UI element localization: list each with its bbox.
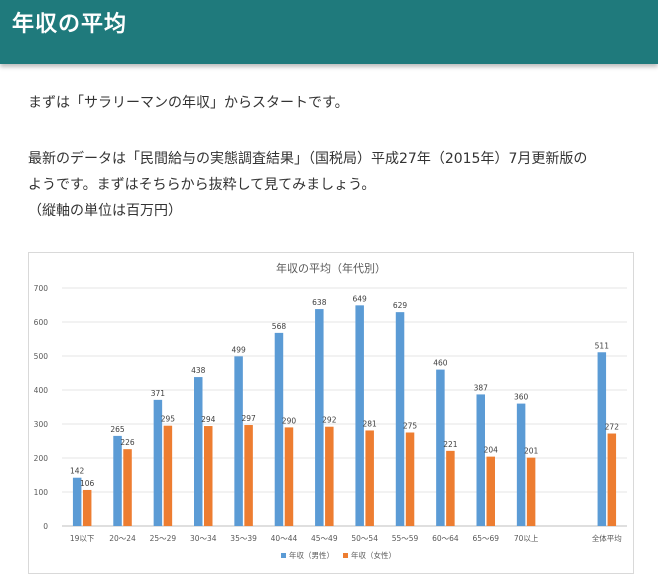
y-tick-label: 400 (34, 386, 49, 395)
intro-text: まずは「サラリーマンの年収」からスタートです。 (28, 95, 349, 111)
y-tick-label: 100 (34, 488, 49, 497)
x-tick-label: 30～34 (190, 534, 217, 543)
data-label: 290 (282, 416, 297, 425)
data-label: 511 (595, 341, 610, 350)
bar-male (476, 394, 485, 526)
x-tick-label: 65～69 (472, 534, 499, 543)
bar-male (597, 352, 607, 526)
data-label: 629 (393, 301, 408, 310)
x-tick-label: 25～29 (150, 534, 177, 543)
data-label: 649 (353, 294, 368, 303)
bar-female (607, 433, 617, 526)
bar-male (395, 312, 405, 526)
y-tick-label: 0 (43, 522, 48, 531)
bar-female (526, 457, 536, 526)
bar-male (72, 477, 82, 526)
x-tick-label: 19以下 (70, 534, 95, 543)
data-label: 297 (241, 414, 256, 423)
data-label: 201 (524, 447, 539, 456)
data-label: 294 (201, 415, 216, 424)
x-tick-label: 40～44 (271, 534, 298, 543)
bar-female (365, 430, 374, 526)
body-line-2: ようです。まずはそちらから抜粋して見てみましょう。 (28, 177, 376, 193)
bar-female (405, 432, 415, 526)
page-title: 年収の平均 (12, 12, 128, 37)
data-label: 460 (433, 359, 448, 368)
data-label: 568 (272, 322, 287, 331)
data-label: 438 (191, 366, 206, 375)
y-tick-label: 700 (34, 284, 49, 293)
legend-swatch-female (343, 553, 348, 558)
data-label: 221 (443, 440, 458, 449)
chart-y-axis: 0 100 200 300 400 500 600 700 (34, 284, 49, 531)
bar-male (113, 435, 122, 526)
chart-x-axis: 19以下 20～24 25～29 30～34 35～39 40～44 45～49 50～54 5… (70, 533, 622, 543)
body-paragraph: 最新のデータは「民間給与の実態調査結果」（国税局）平成27年（2015年）7月更… (28, 146, 653, 224)
legend-label-male: 年収（男性） (289, 550, 334, 560)
data-label: 106 (80, 479, 95, 488)
bar-male (516, 403, 526, 526)
bar-male (315, 309, 324, 526)
data-label: 265 (110, 425, 125, 434)
bar-male (194, 377, 203, 526)
data-label: 638 (312, 298, 327, 307)
income-bar-chart: 年収の平均（年代別） 0 100 200 300 400 500 600 700 142 106… (34, 261, 627, 560)
data-label: 292 (322, 416, 337, 425)
bar-male (234, 356, 243, 526)
chart-legend: 年収（男性） 年収（女性） (281, 550, 396, 560)
x-tick-label: 60～64 (432, 534, 459, 543)
x-tick-label: 70以上 (514, 534, 539, 543)
y-tick-label: 600 (34, 318, 49, 327)
x-tick-label: 全体平均 (592, 533, 622, 543)
bar-female (325, 426, 334, 526)
data-label: 371 (151, 389, 166, 398)
bar-male (153, 399, 163, 526)
data-label: 275 (403, 422, 418, 431)
y-tick-label: 200 (34, 454, 49, 463)
body-line-1: 最新のデータは「民間給与の実態調査結果」（国税局）平成27年（2015年）7月更… (28, 151, 588, 167)
legend-label-female: 年収（女性） (351, 550, 396, 560)
bar-female (486, 456, 495, 526)
data-label: 360 (514, 393, 529, 402)
y-tick-label: 300 (34, 420, 49, 429)
data-label: 204 (484, 446, 499, 455)
bar-female (446, 450, 455, 526)
bar-male (355, 305, 364, 526)
y-tick-label: 500 (34, 352, 49, 361)
chart-gridlines (62, 287, 627, 527)
bar-male (274, 332, 284, 526)
data-label: 272 (605, 423, 620, 432)
page-header: 年収の平均 (0, 0, 658, 64)
data-label: 295 (161, 415, 176, 424)
x-tick-label: 50～54 (351, 534, 378, 543)
chart-container: 年収の平均（年代別） 0 100 200 300 400 500 600 700 142 106… (28, 252, 634, 574)
bar-female (244, 425, 253, 526)
x-tick-label: 20～24 (109, 534, 136, 543)
x-tick-label: 45～49 (311, 534, 338, 543)
data-label: 281 (363, 419, 378, 428)
bar-female (284, 427, 294, 526)
bar-female (163, 425, 173, 526)
legend-swatch-male (281, 553, 286, 558)
data-label: 142 (70, 467, 85, 476)
data-label: 499 (231, 345, 246, 354)
data-label: 226 (120, 438, 135, 447)
data-label: 387 (474, 383, 489, 392)
chart-bars: 142 106 265 226 371 295 438 294 499 297 568 290 638 2… (70, 294, 619, 526)
x-tick-label: 35～39 (230, 534, 257, 543)
x-tick-label: 55～59 (392, 534, 419, 543)
bar-male (436, 369, 445, 526)
chart-title: 年収の平均（年代別） (276, 261, 386, 275)
bar-female (82, 489, 92, 526)
body-line-3: （縦軸の単位は百万円） (28, 203, 182, 219)
bar-female (123, 449, 132, 526)
bar-female (204, 426, 213, 526)
